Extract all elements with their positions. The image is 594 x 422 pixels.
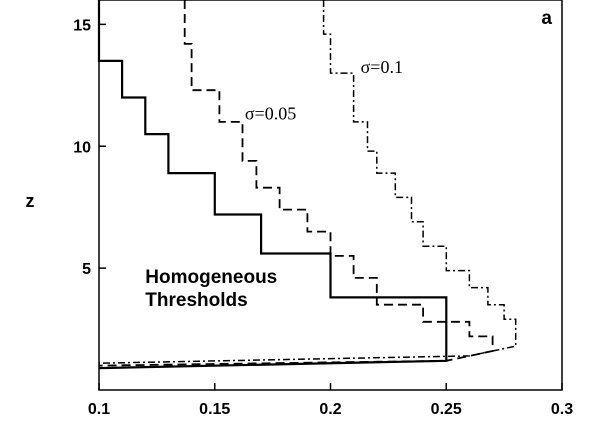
series-line-sigma-0-05 xyxy=(98,0,494,367)
y-tick-label: 10 xyxy=(73,139,91,156)
x-tick-label: 0.2 xyxy=(319,401,341,418)
label-layer: z a Homogeneous Thresholds σ=0.05 σ=0.1 xyxy=(26,8,553,311)
panel-label: a xyxy=(541,8,552,29)
y-tick-label: 5 xyxy=(82,261,91,278)
series-layer xyxy=(97,0,517,370)
tick-layer: 0.1 0.15 0.2 0.25 0.3 5 10 15 xyxy=(73,17,573,418)
y-tick-label: 15 xyxy=(73,17,91,34)
annotation-sigma01: σ=0.1 xyxy=(361,57,403,77)
x-tick-label: 0.15 xyxy=(199,401,230,418)
y-axis-title: z xyxy=(26,191,35,211)
series-line-sigma-0-1 xyxy=(98,0,517,364)
x-tick-label: 0.3 xyxy=(551,401,573,418)
annotation-sigma005: σ=0.05 xyxy=(245,103,296,123)
series-line-homogeneous xyxy=(97,0,448,370)
x-tick-label: 0.1 xyxy=(88,401,110,418)
x-tick-label: 0.25 xyxy=(431,401,462,418)
annotation-homogeneous: Homogeneous Thresholds xyxy=(145,267,277,311)
